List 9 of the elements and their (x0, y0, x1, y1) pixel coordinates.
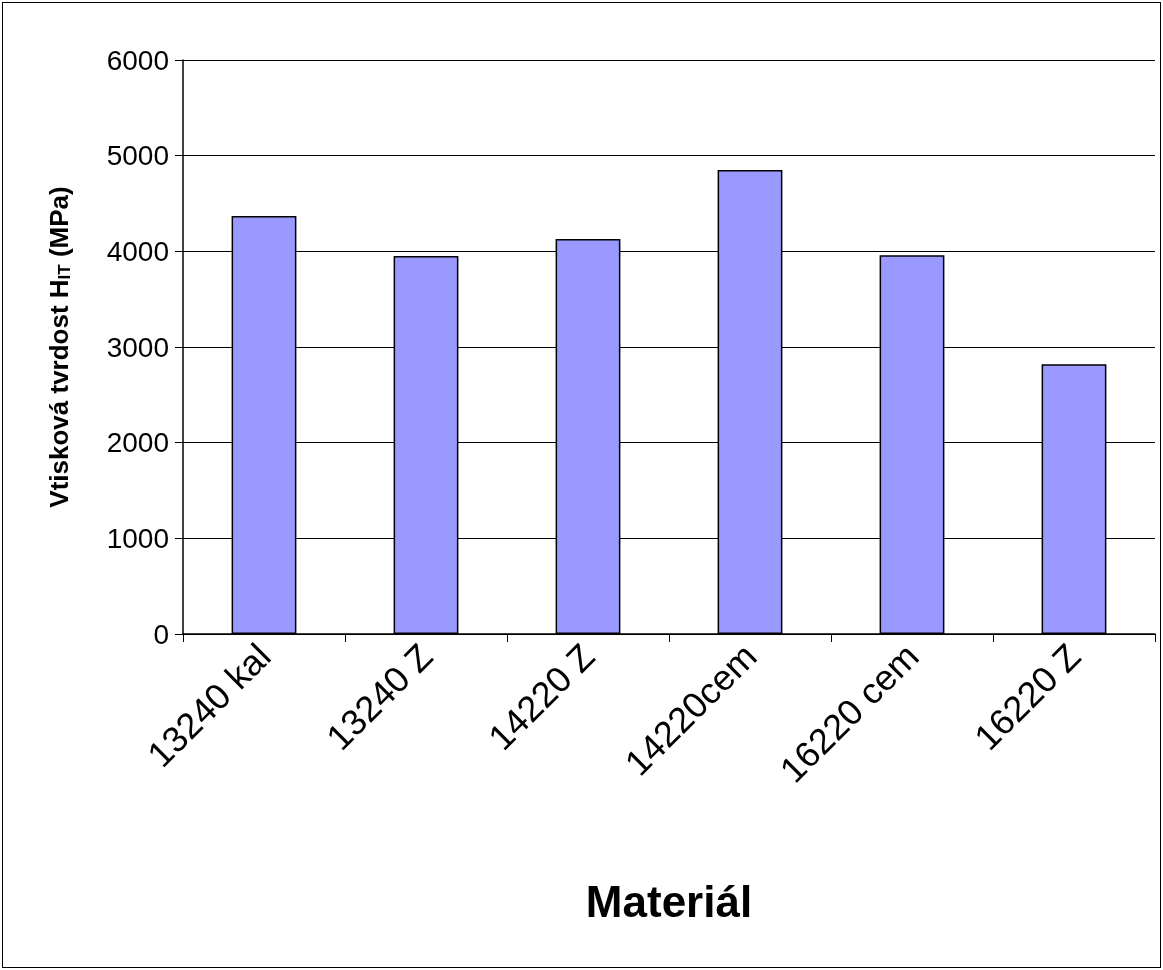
y-tick-label: 0 (153, 618, 169, 650)
y-axis-title: Vtisková tvrdost HIT (MPa) (43, 186, 74, 508)
y-tick-label: 1000 (106, 522, 169, 554)
y-tick-label: 5000 (106, 140, 169, 172)
y-tick-label: 6000 (106, 44, 169, 76)
y-tick-label: 4000 (106, 235, 169, 267)
y-tick-label: 3000 (106, 331, 169, 363)
y-tick-label: 2000 (106, 427, 169, 459)
x-axis-title: Materiál (585, 876, 753, 926)
